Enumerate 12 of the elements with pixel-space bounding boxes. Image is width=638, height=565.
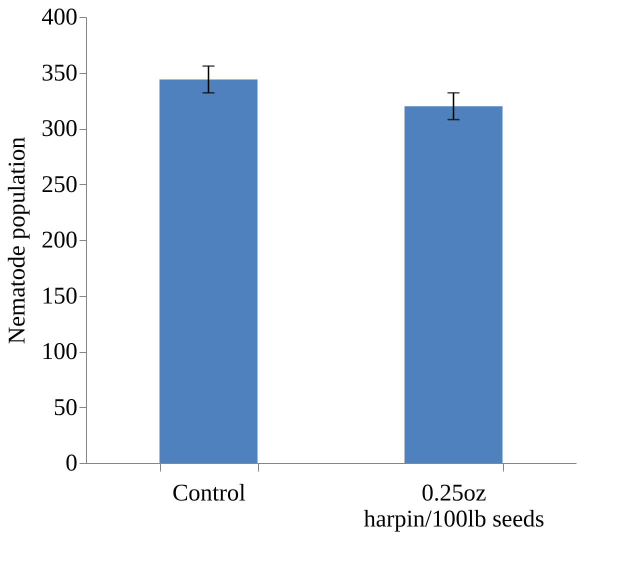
y-tick-label: 250 bbox=[42, 172, 78, 198]
y-axis-title: Nematode population bbox=[4, 136, 30, 344]
y-tick-label: 200 bbox=[42, 228, 78, 254]
y-tick-label: 50 bbox=[54, 394, 78, 421]
y-tick-label: 300 bbox=[42, 116, 78, 142]
y-tick-label: 100 bbox=[42, 339, 78, 365]
y-tick-label: 150 bbox=[42, 283, 78, 310]
y-tick-label: 400 bbox=[42, 4, 78, 30]
x-tick-label: 0.25oz harpin/100lb seeds bbox=[364, 480, 544, 532]
y-tick-label: 350 bbox=[42, 60, 78, 86]
y-tick-label: 0 bbox=[66, 450, 78, 476]
x-tick-label: Control bbox=[172, 480, 246, 506]
